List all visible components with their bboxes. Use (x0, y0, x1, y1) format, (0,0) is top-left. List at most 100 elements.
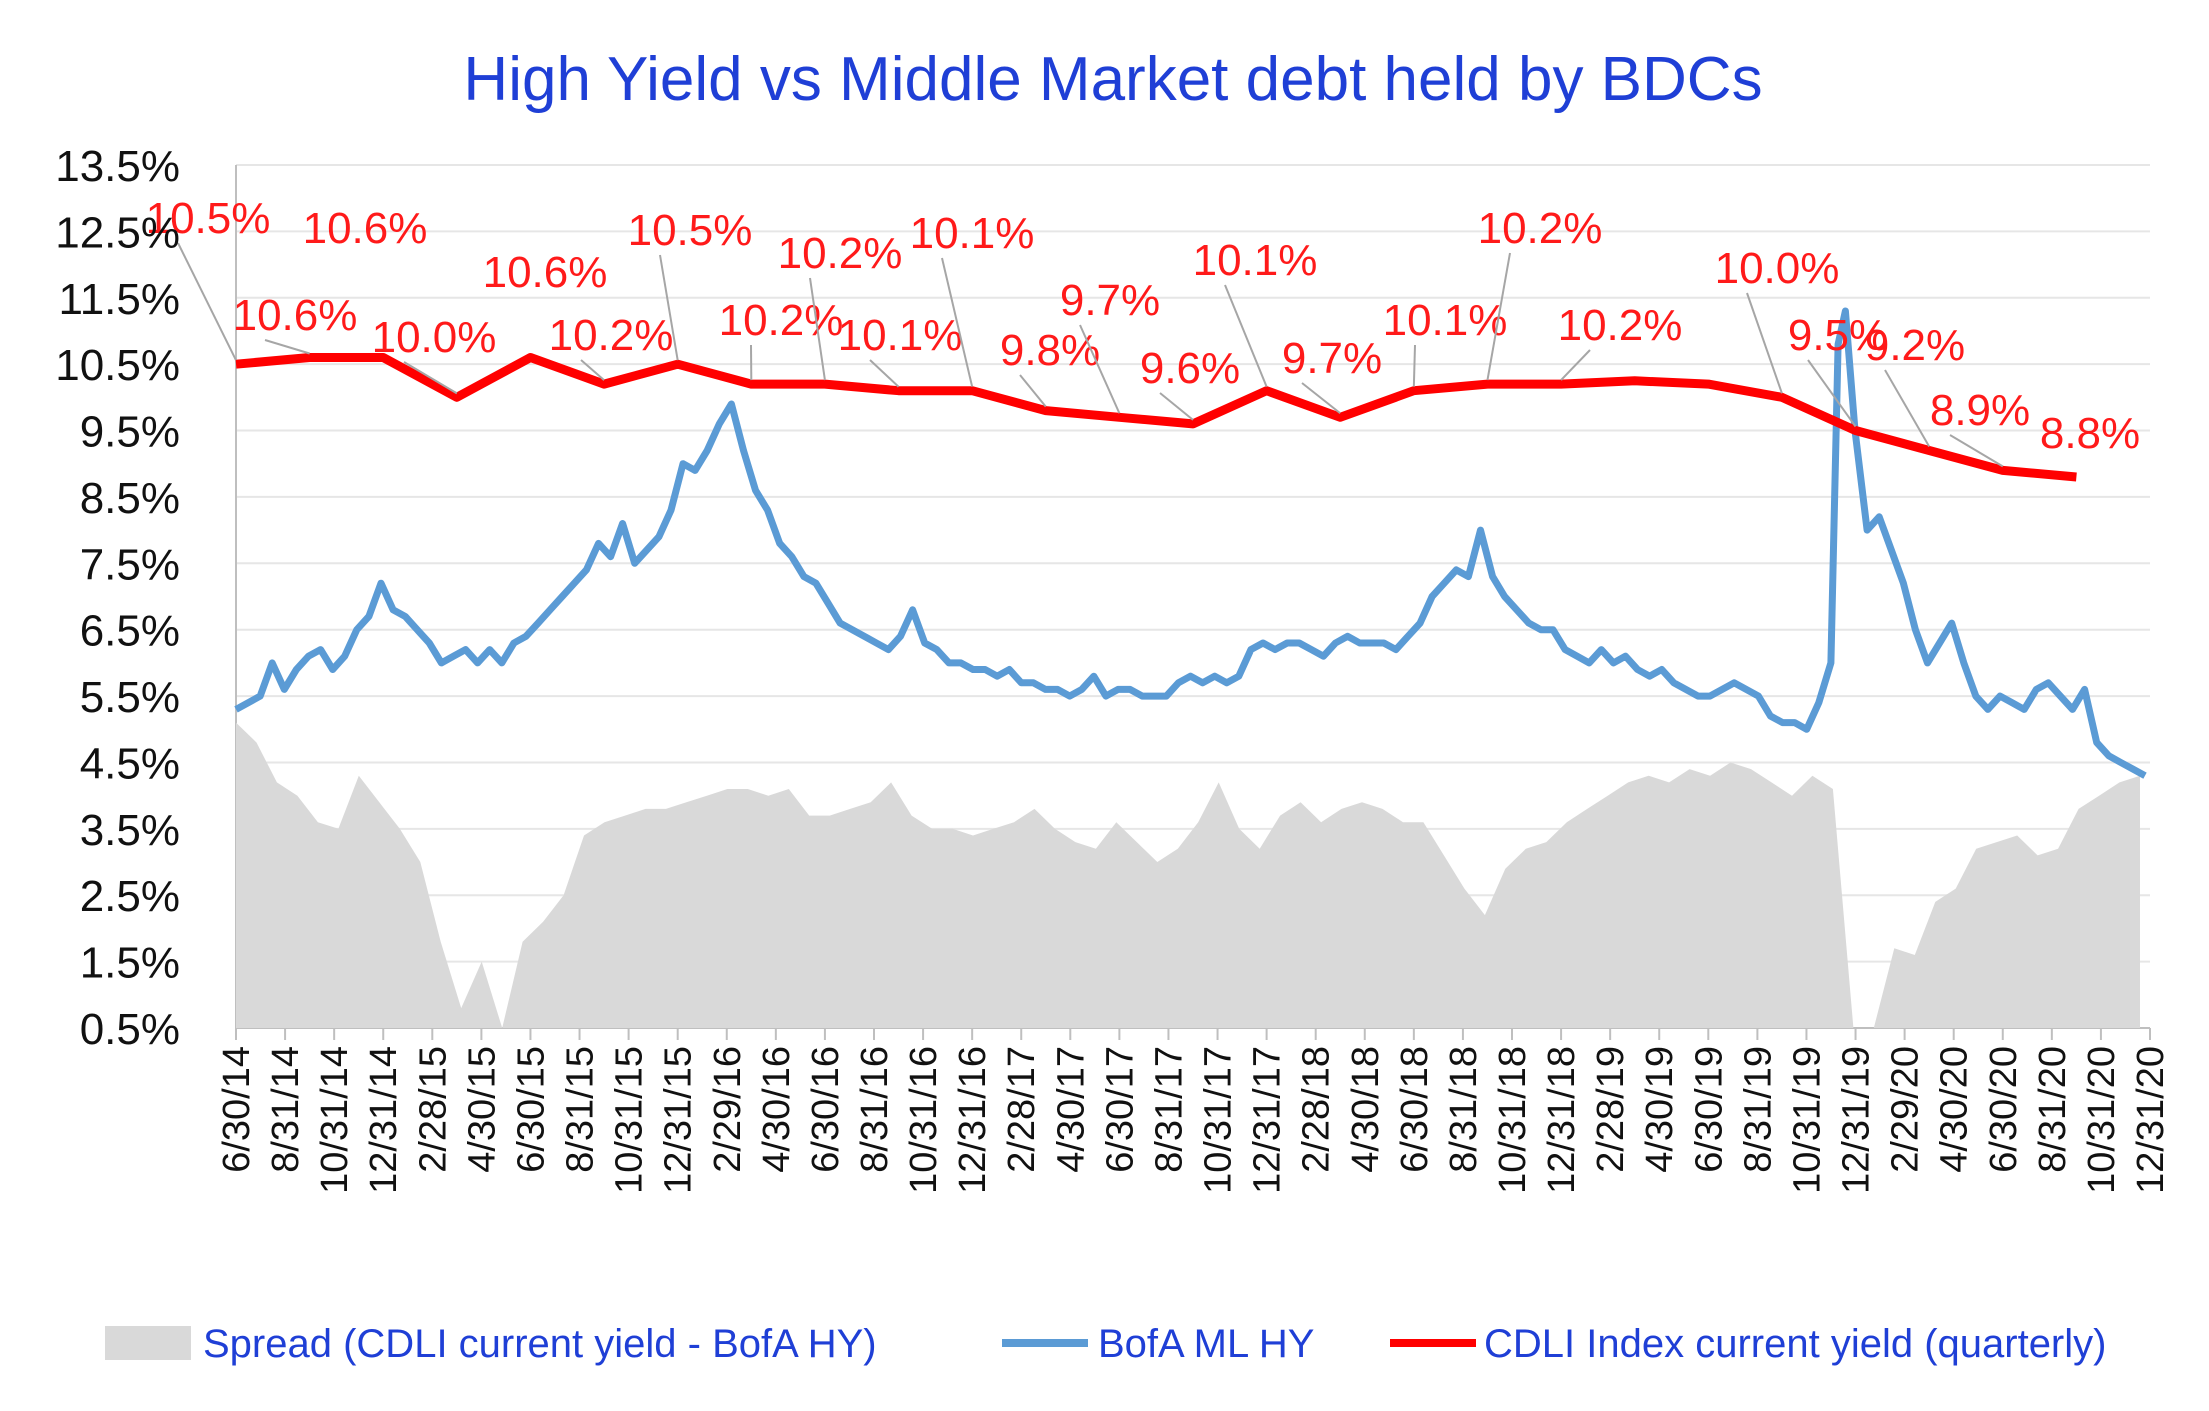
cdli-data-label: 10.6% (233, 291, 358, 340)
x-axis-ticks: 6/30/14 8/31/14 10/31/14 12/31/14 2/28/15 4/3… (216, 1028, 2172, 1194)
x-tick-label: 4/30/15 (461, 1046, 503, 1173)
x-tick-label: 6/30/15 (510, 1046, 552, 1173)
x-tick-label: 10/31/17 (1198, 1046, 1240, 1194)
data-labels-layer: 10.5% 10.6% 10.6% 10.0% 10.6% 10.2% 10.5% 10.2%… (146, 194, 2140, 468)
y-tick-label: 13.5% (55, 142, 180, 191)
x-tick-label: 6/30/19 (1688, 1046, 1730, 1173)
x-tick-label: 4/30/16 (756, 1046, 798, 1173)
x-tick-label: 2/28/18 (1296, 1046, 1338, 1173)
x-tick-label: 12/31/19 (1836, 1046, 1878, 1194)
x-tick-label: 8/31/17 (1148, 1046, 1190, 1173)
data-label-leader (1224, 284, 1268, 388)
y-tick-label: 8.5% (80, 474, 180, 523)
y-tick-label: 5.5% (80, 673, 180, 722)
cdli-data-label: 10.0% (1715, 244, 1840, 293)
cdli-data-label: 10.2% (1558, 301, 1683, 350)
x-tick-label: 10/31/16 (903, 1046, 945, 1194)
x-tick-label: 12/31/15 (658, 1046, 700, 1194)
y-tick-label: 3.5% (80, 806, 180, 855)
bofa-hy-line-layer (234, 307, 2147, 779)
x-tick-label: 6/30/17 (1099, 1046, 1141, 1173)
data-label-leader (1159, 392, 1194, 421)
data-label-leader (1301, 382, 1341, 415)
x-tick-label: 8/31/18 (1443, 1046, 1485, 1173)
cdli-data-label: 10.6% (483, 248, 608, 297)
cdli-data-label: 9.5% (1788, 311, 1888, 360)
x-tick-label: 6/30/18 (1394, 1046, 1436, 1173)
legend-label-hy: BofA ML HY (1098, 1322, 1314, 1366)
y-tick-label: 2.5% (80, 872, 180, 921)
x-tick-label: 6/30/16 (805, 1046, 847, 1173)
data-label-leader (177, 242, 237, 361)
bofa-hy-line (234, 307, 2147, 779)
legend-label-cdli: CDLI Index current yield (quarterly) (1484, 1322, 2106, 1366)
cdli-line-layer (235, 353, 2077, 482)
cdli-data-label: 9.8% (1000, 326, 1100, 375)
spread-area-layer (236, 722, 2140, 1028)
cdli-data-label: 10.1% (1193, 236, 1318, 285)
data-label-leader (809, 277, 826, 381)
legend-label-spread: Spread (CDLI current yield - BofA HY) (203, 1322, 877, 1366)
data-label-leader (941, 257, 974, 387)
x-tick-label: 10/31/18 (1492, 1046, 1534, 1194)
data-label-leader (1560, 349, 1591, 381)
data-label-leader (659, 254, 679, 361)
cdli-data-label: 10.6% (303, 204, 428, 253)
x-tick-label: 10/31/20 (2081, 1046, 2123, 1194)
x-tick-label: 2/28/17 (1001, 1046, 1043, 1173)
cdli-data-label: 10.2% (549, 311, 674, 360)
y-tick-label: 1.5% (80, 939, 180, 988)
x-tick-label: 12/31/16 (952, 1046, 994, 1194)
y-tick-label: 11.5% (59, 275, 181, 324)
data-label-leader (1746, 292, 1783, 394)
x-tick-label: 4/30/18 (1345, 1046, 1387, 1173)
chart-title: High Yield vs Middle Market debt held by… (463, 45, 1762, 114)
data-label-leader (1486, 252, 1511, 381)
data-label-leader (1949, 434, 2004, 468)
x-tick-label: 6/30/14 (216, 1046, 258, 1173)
data-label-leader (869, 359, 900, 388)
legend-swatch-spread (105, 1326, 191, 1360)
cdli-data-label: 10.2% (719, 296, 844, 345)
data-label-leader (1019, 374, 1047, 408)
cdli-data-label: 10.2% (778, 229, 903, 278)
y-tick-label: 9.5% (80, 408, 180, 457)
x-tick-label: 2/28/15 (412, 1046, 454, 1173)
cdli-data-label: 8.9% (1930, 386, 2030, 435)
x-tick-label: 4/30/20 (1934, 1046, 1976, 1173)
x-tick-label: 8/31/16 (854, 1046, 896, 1173)
y-tick-label: 10.5% (55, 341, 180, 390)
x-tick-label: 2/28/19 (1590, 1046, 1632, 1173)
y-tick-label: 0.5% (80, 1005, 180, 1054)
cdli-data-label: 10.1% (838, 311, 963, 360)
data-label-leader (1079, 324, 1121, 414)
cdli-data-label: 9.6% (1140, 344, 1240, 393)
data-label-leader (580, 359, 605, 381)
cdli-data-label: 10.0% (372, 313, 497, 362)
cdli-data-label: 10.2% (1478, 204, 1603, 253)
x-tick-label: 12/31/20 (2130, 1046, 2172, 1194)
x-tick-label: 8/31/19 (1737, 1046, 1779, 1173)
cdli-data-label: 10.5% (628, 206, 753, 255)
data-label-leader (1884, 369, 1931, 447)
cdli-data-label: 10.1% (910, 209, 1035, 258)
cdli-data-label: 9.2% (1865, 321, 1965, 370)
x-tick-label: 4/30/19 (1639, 1046, 1681, 1173)
x-tick-label: 2/29/20 (1885, 1046, 1927, 1173)
x-tick-label: 6/30/20 (1983, 1046, 2025, 1173)
x-tick-label: 10/31/15 (609, 1046, 651, 1194)
data-label-leader (264, 339, 310, 355)
x-tick-label: 10/31/14 (314, 1046, 356, 1194)
y-tick-label: 12.5% (55, 208, 180, 257)
cdli-line (235, 353, 2077, 482)
x-tick-label: 8/31/14 (265, 1046, 307, 1173)
cdli-data-label: 10.5% (146, 194, 271, 243)
cdli-data-label: 10.1% (1383, 296, 1508, 345)
data-label-leader (1412, 344, 1416, 387)
y-tick-label: 7.5% (80, 540, 180, 589)
x-tick-label: 12/31/18 (1541, 1046, 1583, 1194)
data-label-leader (1807, 359, 1857, 428)
spread-area (236, 722, 2140, 1028)
